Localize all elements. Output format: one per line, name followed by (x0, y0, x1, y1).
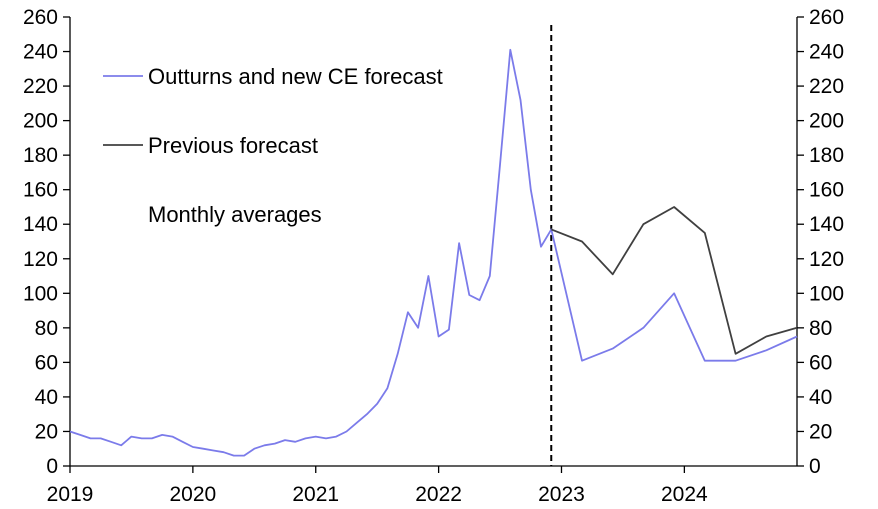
y-tick-label: 20 (35, 420, 58, 443)
y-tick-label: 60 (809, 351, 832, 374)
x-tick-label: 2019 (47, 483, 94, 506)
series-line-previous-forecast (550, 206, 798, 355)
y-tick-label: 160 (23, 179, 58, 202)
y-tick-label: 20 (809, 420, 832, 443)
legend-annotation: Monthly averages (148, 202, 322, 227)
y-tick-label: 80 (809, 317, 832, 340)
series-line-outturns (69, 48, 798, 457)
axes (69, 17, 798, 467)
y-tick-label: 140 (809, 213, 844, 236)
y-tick-label: 140 (23, 213, 58, 236)
y-tick-label: 40 (809, 386, 832, 409)
y-tick-label: 160 (809, 179, 844, 202)
y-tick-label: 260 (23, 6, 58, 29)
y-tick-label: 120 (23, 248, 58, 271)
x-tick-label: 2021 (292, 483, 339, 506)
y-tick-label: 200 (809, 110, 844, 133)
y-tick-label: 180 (23, 144, 58, 167)
y-tick-label: 220 (809, 75, 844, 98)
x-tick-label: 2024 (661, 483, 708, 506)
legend-label-outturns: Outturns and new CE forecast (148, 64, 443, 89)
x-tick-label: 2022 (415, 483, 462, 506)
y-tick-label: 100 (809, 282, 844, 305)
y-tick-label: 0 (809, 455, 821, 478)
left-y-ticks: 0 20 40 60 80 100 120 140 160 180 200 220 240 260 (23, 6, 70, 478)
y-tick-label: 0 (46, 455, 58, 478)
y-tick-label: 120 (809, 248, 844, 271)
y-tick-label: 60 (35, 351, 58, 374)
y-tick-label: 220 (23, 75, 58, 98)
x-ticks: 2019 2020 2021 2022 2023 2024 (47, 466, 708, 506)
y-tick-label: 240 (809, 41, 844, 64)
y-tick-label: 240 (23, 41, 58, 64)
y-tick-label: 180 (809, 144, 844, 167)
y-tick-label: 80 (35, 317, 58, 340)
series-layer (69, 48, 798, 457)
legend: Outturns and new CE forecast Previous fo… (103, 64, 443, 227)
x-tick-label: 2020 (170, 483, 217, 506)
y-tick-label: 260 (809, 6, 844, 29)
right-y-ticks: 0 20 40 60 80 100 120 140 160 180 200 220 240 260 (797, 6, 844, 478)
y-tick-label: 200 (23, 110, 58, 133)
y-tick-label: 100 (23, 282, 58, 305)
x-tick-label: 2023 (538, 483, 585, 506)
y-tick-label: 40 (35, 386, 58, 409)
legend-label-previous: Previous forecast (148, 133, 318, 158)
